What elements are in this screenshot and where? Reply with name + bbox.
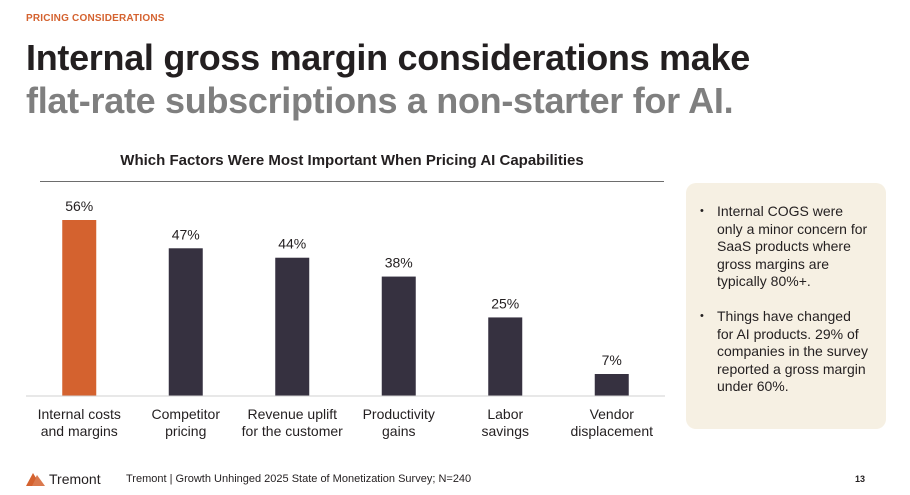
section-eyebrow: PRICING CONSIDERATIONS <box>26 13 165 24</box>
tremont-logo: Tremont <box>26 471 101 487</box>
source-citation: Tremont | Growth Unhinged 2025 State of … <box>126 473 472 485</box>
bar <box>381 276 416 396</box>
page-number: 13 <box>855 474 866 484</box>
bar <box>168 248 203 396</box>
page-title: Internal gross margin considerations mak… <box>26 36 750 122</box>
category-label: Competitor pricing <box>152 406 221 439</box>
category-label: Internal costs and margins <box>38 406 121 439</box>
title-line-1: Internal gross margin considerations mak… <box>26 37 750 78</box>
data-label: 47% <box>172 226 200 242</box>
chart-title-rule <box>40 181 664 182</box>
bar <box>275 257 310 396</box>
category-label: Productivity gains <box>363 406 435 439</box>
data-label: 56% <box>65 198 93 214</box>
note-item: • Internal COGS were only a minor concern… <box>700 203 870 291</box>
bullet-icon: • <box>700 205 704 217</box>
category-label: Vendor displacement <box>571 406 654 439</box>
note-text: Things have changed for AI products. 29%… <box>717 307 868 395</box>
bar <box>594 374 629 396</box>
note-item: • Things have changed for AI products. 29… <box>700 308 870 396</box>
tremont-mountain-icon <box>26 473 45 486</box>
category-label: Revenue uplift for the customer <box>242 406 343 439</box>
bar <box>488 317 523 396</box>
category-label: Labor savings <box>482 406 529 439</box>
bar <box>62 220 97 396</box>
notes-panel: • Internal COGS were only a minor concern… <box>686 183 886 429</box>
logo-text: Tremont <box>49 471 101 487</box>
data-label: 44% <box>278 236 306 252</box>
data-label: 38% <box>385 255 413 271</box>
data-label: 25% <box>491 295 519 311</box>
title-line-2: flat-rate subscriptions a non-starter fo… <box>26 80 734 121</box>
note-text: Internal COGS were only a minor concern … <box>717 203 868 290</box>
bullet-icon: • <box>700 309 704 322</box>
data-label: 7% <box>602 352 622 368</box>
bar-chart: 56% Internal costs and margins 47% Competito… <box>26 198 665 439</box>
chart-title: Which Factors Were Most Important When P… <box>120 152 584 169</box>
